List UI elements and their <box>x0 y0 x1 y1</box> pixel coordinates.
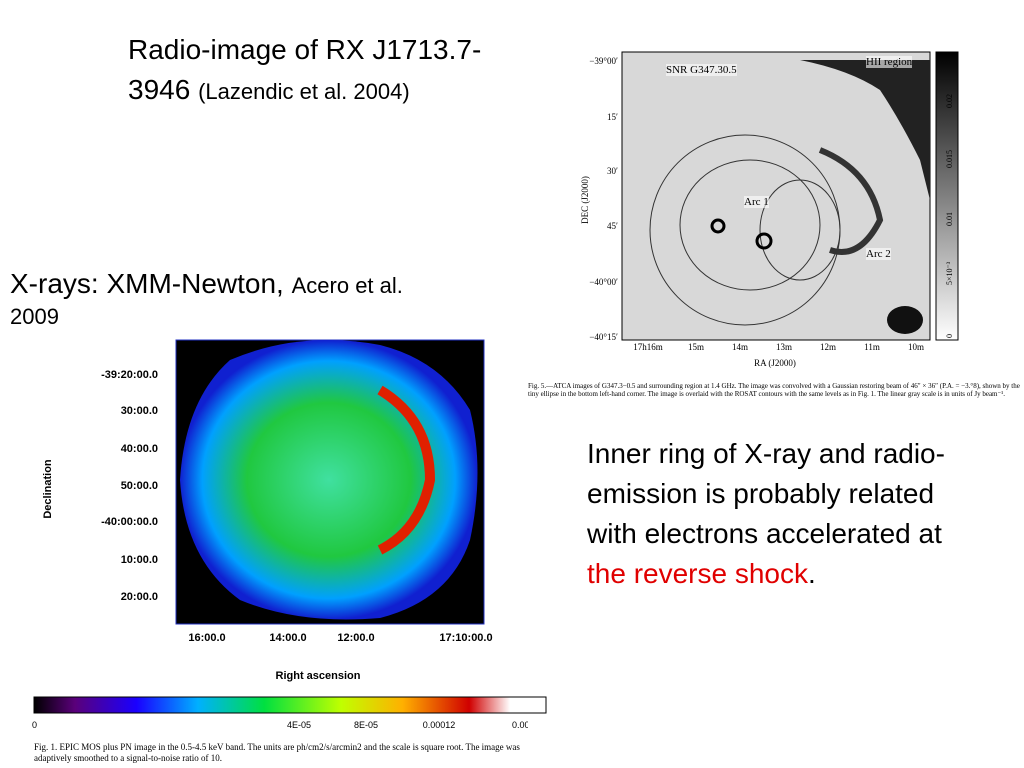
annotation: SNR G347.30.5 <box>666 64 737 76</box>
caption: Fig. 5.—ATCA images of G347.3−0.5 and su… <box>528 382 1020 398</box>
y-tick-label: 15′ <box>607 112 618 122</box>
colorbar-label: 8E-05 <box>353 720 379 730</box>
citation-year: 2009 <box>10 304 59 329</box>
x-tick-label: 17h16m <box>633 342 663 352</box>
x-tick-label: 16:00.0 <box>188 632 226 644</box>
xray-heading: X-rays: XMM-Newton, Acero et al. 2009 <box>10 266 403 330</box>
colorbar-label: 0.02 <box>945 94 954 108</box>
x-tick-label: 14m <box>731 342 748 352</box>
highlight: the reverse shock <box>587 558 808 589</box>
body-end: . <box>808 558 816 589</box>
y-tick-label: 50:00.0 <box>120 480 158 492</box>
contour <box>679 159 821 291</box>
x-tick-label: 11m <box>864 342 880 352</box>
y-tick-label: -40:00:00.0 <box>101 516 158 528</box>
contour <box>759 179 841 281</box>
annotation: Arc 2 <box>866 248 891 260</box>
annotation: Arc 1 <box>744 196 769 208</box>
y-tick-label: 30′ <box>607 166 618 176</box>
annotation: HII region <box>866 56 913 68</box>
x-tick-label: 14:00.0 <box>269 632 307 644</box>
colorbar-label: 5×10⁻³ <box>945 261 954 285</box>
body-text: Inner ring of X-ray and radio-emission i… <box>587 434 967 594</box>
x-tick-label: 12:00.0 <box>337 632 375 644</box>
title-line: Radio-image of RX J1713.7- <box>128 34 482 65</box>
body: Inner ring of X-ray and radio-emission i… <box>587 438 945 549</box>
y-tick-label: −40°00′ <box>589 277 618 287</box>
y-tick-label: 30:00.0 <box>120 405 158 417</box>
colorbar <box>935 51 959 341</box>
hii-region <box>800 60 930 200</box>
y-tick-label: -39:20:00.0 <box>101 369 158 381</box>
colorbar-label: 0.00012 <box>422 720 456 730</box>
x-axis-label: RA (J2000) <box>754 358 796 368</box>
heading: X-rays: XMM-Newton, <box>10 268 284 299</box>
y-tick-label: −40°15′ <box>589 332 618 342</box>
title-line: 3946 (Lazendic et al. 2004) <box>128 70 481 112</box>
colorbar-label: 0.01 <box>945 212 954 226</box>
heading-line: X-rays: XMM-Newton, Acero et al. <box>10 266 403 304</box>
citation: Acero et al. <box>291 273 403 298</box>
colorbar-label: 0.015 <box>945 150 954 168</box>
y-tick-label: 10:00.0 <box>120 554 158 566</box>
colorbar <box>33 696 547 714</box>
caption: Fig. 1. EPIC MOS plus PN image in the 0.… <box>34 742 520 763</box>
x-tick-label: 15m <box>687 342 704 352</box>
x-tick-label: 12m <box>819 342 836 352</box>
colorbar-label: 4E-05 <box>286 720 312 730</box>
y-axis-label: DEC (J2000) <box>580 176 590 224</box>
source <box>755 232 773 250</box>
x-axis-label: Right ascension <box>275 670 361 682</box>
y-axis-label: Declination <box>42 459 54 519</box>
source <box>887 306 923 334</box>
title: Radio-image of RX J1713.7- 3946 (Lazendi… <box>128 30 481 112</box>
colorbar-label: 0 <box>945 334 954 338</box>
colorbar-label: 0 <box>32 720 38 730</box>
x-tick-label: 10m <box>907 342 924 352</box>
arc <box>818 147 884 255</box>
xray-ring <box>377 385 436 555</box>
colorbar-label: 0.000 <box>512 720 528 730</box>
x-tick-label: 13m <box>775 342 792 352</box>
title-line: 3946 <box>128 74 191 105</box>
x-tick-label: 17:10:00.0 <box>439 632 493 644</box>
citation: (Lazendic et al. 2004) <box>198 79 410 104</box>
y-tick-label: 45′ <box>607 221 618 231</box>
y-tick-label: 20:00.0 <box>120 591 158 603</box>
y-tick-label: 40:00.0 <box>120 443 158 455</box>
source <box>710 218 726 234</box>
y-tick-label: −39°00′ <box>589 56 618 66</box>
